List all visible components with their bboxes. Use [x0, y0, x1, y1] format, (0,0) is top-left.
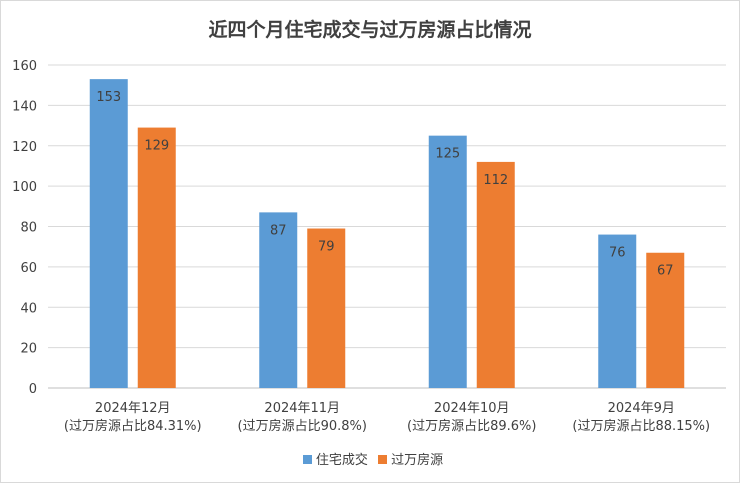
bar	[89, 79, 128, 388]
y-tick-label: 140	[12, 99, 37, 114]
x-tick-label: 2024年9月	[608, 401, 675, 416]
bar	[476, 161, 515, 388]
y-tick-label: 60	[20, 261, 37, 276]
y-tick-label: 100	[12, 180, 37, 195]
y-tick-label: 20	[20, 342, 37, 357]
data-label: 76	[609, 246, 626, 261]
chart-title: 近四个月住宅成交与过万房源占比情况	[208, 19, 532, 41]
legend-swatch	[302, 455, 312, 464]
legend-item-residential[interactable]: 住宅成交	[297, 453, 368, 468]
legend-item-over10k[interactable]: 过万房源	[372, 453, 443, 468]
y-tick-label: 0	[29, 382, 37, 397]
x-tick-sublabel: (过万房源占比88.15%)	[572, 418, 710, 434]
y-tick-label: 160	[12, 59, 37, 74]
data-label: 112	[483, 173, 508, 188]
x-tick-sublabel: (过万房源占比89.6%)	[407, 418, 536, 434]
data-label: 153	[96, 90, 121, 105]
x-tick-label: 2024年10月	[434, 401, 510, 416]
data-label: 129	[144, 139, 169, 154]
bar	[259, 212, 298, 388]
y-tick-label: 120	[12, 140, 37, 155]
bar	[598, 234, 637, 388]
legend-label: 过万房源	[391, 453, 444, 468]
legend-label: 住宅成交	[315, 453, 368, 468]
legend-swatch	[378, 455, 388, 464]
bar	[646, 252, 685, 388]
legend: 住宅成交 过万房源	[1, 449, 739, 468]
data-label: 87	[270, 223, 287, 238]
data-label: 79	[318, 240, 335, 255]
data-label: 125	[435, 147, 460, 162]
bar	[307, 228, 346, 388]
data-label: 67	[657, 264, 674, 279]
y-tick-label: 40	[20, 301, 37, 316]
x-tick-sublabel: (过万房源占比84.31%)	[64, 418, 202, 434]
x-tick-sublabel: (过万房源占比90.8%)	[238, 418, 367, 434]
x-tick-label: 2024年11月	[264, 401, 340, 416]
bar	[137, 127, 176, 389]
y-tick-label: 80	[20, 221, 37, 236]
bar	[428, 135, 467, 388]
x-tick-label: 2024年12月	[95, 401, 171, 416]
